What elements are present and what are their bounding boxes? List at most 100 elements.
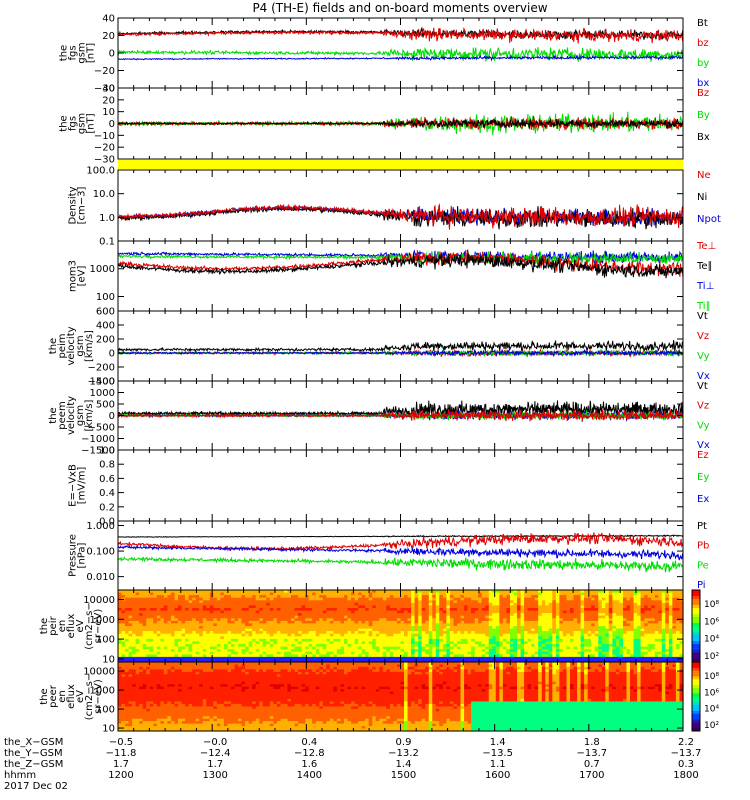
- heatmap-cell: [605, 615, 610, 619]
- heatmap-cell: [163, 651, 168, 655]
- heatmap-cell: [559, 649, 564, 653]
- heatmap-cell: [428, 620, 433, 625]
- heatmap-cell: [121, 662, 126, 666]
- heatmap-cell: [382, 620, 387, 625]
- heatmap-cell: [181, 636, 186, 640]
- heatmap-cell: [379, 623, 384, 627]
- heatmap-cell: [577, 615, 582, 619]
- heatmap-cell: [506, 656, 511, 661]
- heatmap-cell: [368, 644, 373, 648]
- heatmap-cell: [506, 592, 511, 596]
- heatmap-cell: [142, 679, 147, 683]
- heatmap-cell: [647, 636, 652, 640]
- heatmap-cell: [615, 620, 620, 625]
- heatmap-cell: [640, 610, 645, 614]
- heatmap-cell: [594, 659, 599, 663]
- heatmap-cell: [668, 641, 673, 645]
- heatmap-cell: [386, 631, 391, 635]
- heatmap-cell: [266, 590, 271, 594]
- heatmap-cell: [397, 608, 402, 612]
- heatmap-cell: [171, 633, 176, 637]
- heatmap-cell: [439, 628, 444, 632]
- heatmap-cell: [220, 592, 225, 596]
- heatmap-cell: [319, 620, 324, 625]
- heatmap-cell: [467, 659, 472, 663]
- heatmap-cell: [142, 644, 147, 648]
- heatmap-cell: [167, 613, 172, 617]
- heatmap-cell: [520, 656, 525, 661]
- heatmap-cell: [361, 641, 366, 645]
- heatmap-cell: [333, 651, 338, 655]
- heatmap-cell: [149, 671, 154, 675]
- heatmap-cell: [559, 600, 564, 604]
- heatmap-cell: [573, 615, 578, 619]
- heatmap-cell: [644, 615, 649, 619]
- heatmap-cell: [460, 651, 465, 655]
- heatmap-cell: [361, 646, 366, 650]
- heatmap-cell: [139, 728, 144, 732]
- heatmap-cell: [517, 633, 522, 637]
- heatmap-cell: [312, 615, 317, 619]
- heatmap-cell: [615, 623, 620, 627]
- heatmap-cell: [432, 659, 437, 663]
- heatmap-cell: [315, 610, 320, 614]
- heatmap-cell: [294, 651, 299, 655]
- heatmap-cell: [566, 608, 571, 612]
- heatmap-cell: [499, 633, 504, 637]
- heatmap-cell: [467, 651, 472, 655]
- heatmap-cell: [128, 608, 133, 612]
- heatmap-cell: [517, 605, 522, 609]
- heatmap-cell: [142, 651, 147, 655]
- heatmap-cell: [163, 713, 168, 717]
- heatmap-cell: [594, 602, 599, 607]
- heatmap-cell: [644, 641, 649, 645]
- heatmap-cell: [262, 590, 267, 594]
- heatmap-cell: [135, 691, 140, 695]
- heatmap-cell: [478, 649, 483, 653]
- heatmap-cell: [365, 620, 370, 625]
- heatmap-cell: [647, 600, 652, 604]
- heatmap-cell: [125, 684, 130, 688]
- heatmap-cell: [566, 633, 571, 637]
- heatmap-cell: [435, 590, 440, 594]
- heatmap-cell: [160, 676, 165, 680]
- heatmap-cell: [623, 656, 628, 661]
- heatmap-cell: [188, 631, 193, 635]
- heatmap-cell: [626, 602, 631, 607]
- heatmap-cell: [400, 613, 405, 617]
- heatmap-cell: [577, 654, 582, 658]
- heatmap-cell: [347, 631, 352, 635]
- heatmap-cell: [658, 633, 663, 637]
- heatmap-cell: [192, 600, 197, 604]
- heatmap-cell: [538, 631, 543, 635]
- heatmap-cell: [675, 654, 680, 658]
- heatmap-cell: [305, 646, 310, 650]
- heatmap-cell: [375, 646, 380, 650]
- heatmap-cell: [174, 706, 179, 710]
- heatmap-cell: [407, 608, 412, 612]
- heatmap-cell: [358, 615, 363, 619]
- heatmap-cell: [128, 689, 133, 693]
- heatmap-cell: [665, 636, 670, 640]
- heatmap-cell: [449, 656, 454, 661]
- heatmap-cell: [368, 623, 373, 627]
- heatmap-cell: [393, 610, 398, 614]
- heatmap-cell: [527, 656, 532, 661]
- heatmap-cell: [608, 628, 613, 632]
- heatmap-cell: [329, 605, 334, 609]
- heatmap-cell: [329, 628, 334, 632]
- heatmap-cell: [570, 590, 575, 594]
- heatmap-cell: [153, 659, 158, 663]
- heatmap-cell: [471, 633, 476, 637]
- heatmap-cell: [545, 651, 550, 655]
- heatmap-cell: [386, 608, 391, 612]
- heatmap-cell: [478, 628, 483, 632]
- heatmap-cell: [647, 656, 652, 661]
- heatmap-cell: [368, 592, 373, 596]
- heatmap-cell: [146, 651, 151, 655]
- heatmap-cell: [633, 613, 638, 617]
- heatmap-cell: [446, 595, 451, 599]
- heatmap-cell: [404, 659, 409, 663]
- heatmap-cell: [435, 656, 440, 661]
- heatmap-cell: [464, 618, 469, 622]
